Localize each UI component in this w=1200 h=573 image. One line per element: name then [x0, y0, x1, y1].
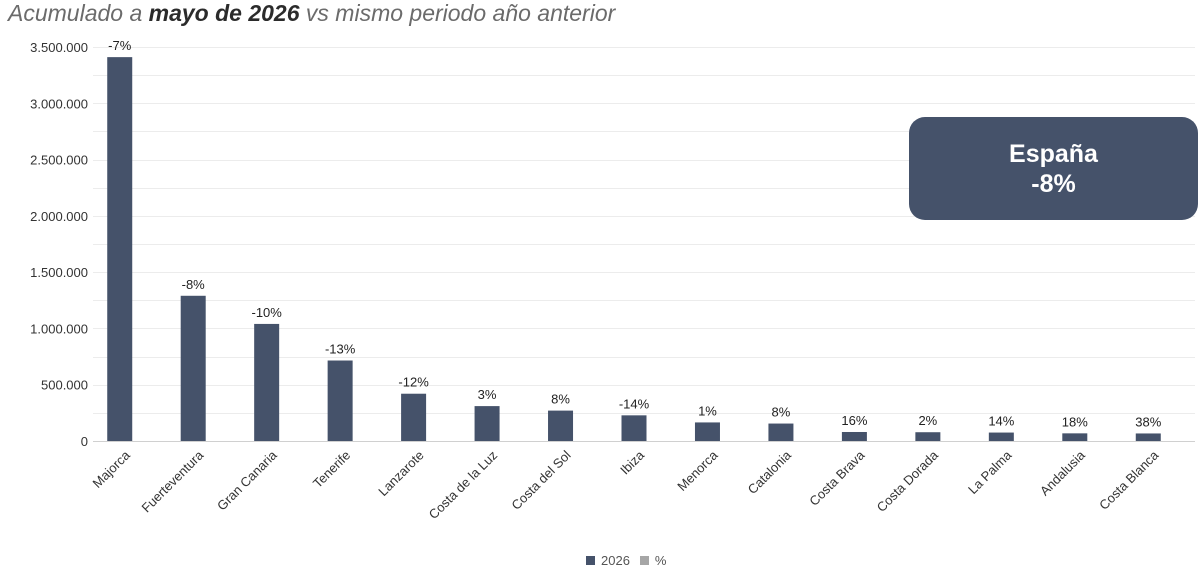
bar-6: [548, 410, 574, 441]
category-label: Costa de la Luz: [426, 448, 500, 522]
category-label: Costa del Sol: [508, 447, 573, 512]
category-label: Majorca: [90, 447, 134, 491]
bar-9: [768, 423, 794, 441]
callout-value: -8%: [1031, 170, 1076, 198]
bar-0: [107, 57, 133, 441]
data-label: 8%: [551, 392, 570, 407]
category-label: Andalusia: [1037, 447, 1089, 499]
y-tick-label: 1.000.000: [30, 321, 88, 336]
category-label: Costa Blanca: [1096, 447, 1162, 513]
bar-13: [1062, 433, 1088, 441]
data-label: -12%: [398, 375, 429, 390]
data-label: -7%: [108, 38, 132, 53]
y-tick-label: 500.000: [41, 378, 88, 393]
legend-label-pct: %: [654, 553, 667, 568]
callout-country: España: [1009, 140, 1098, 168]
title-prefix: Acumulado a: [8, 0, 149, 26]
chart-title: Acumulado a mayo de 2026 vs mismo period…: [8, 0, 615, 27]
category-label: Tenerife: [310, 448, 353, 491]
data-label: 14%: [988, 414, 1014, 429]
bar-1: [180, 295, 206, 441]
bar-12: [988, 432, 1014, 441]
category-label: Lanzarote: [375, 448, 426, 499]
y-tick-label: 1.500.000: [30, 265, 88, 280]
bar-7: [621, 415, 647, 441]
legend-swatch-2026: [586, 556, 595, 565]
data-label: -10%: [251, 305, 282, 320]
bar-4: [401, 393, 427, 441]
bar-5: [474, 406, 500, 441]
category-label: Fuerteventura: [138, 447, 206, 515]
category-label: Ibiza: [617, 447, 648, 478]
data-label: -13%: [325, 342, 356, 357]
category-label: Costa Brava: [806, 447, 868, 509]
bar-2: [254, 323, 280, 441]
legend-swatch-pct: [639, 556, 649, 565]
bar-3: [327, 360, 353, 441]
y-tick-label: 0: [81, 434, 88, 449]
y-tick-label: 3.000.000: [30, 96, 88, 111]
y-tick-label: 2.000.000: [30, 209, 88, 224]
data-label: 3%: [478, 387, 497, 402]
bar-10: [841, 431, 867, 441]
category-label: Gran Canaria: [214, 447, 280, 513]
title-suffix: vs mismo periodo año anterior: [299, 0, 616, 26]
category-label: Catalonia: [745, 447, 795, 497]
data-label: 1%: [698, 403, 717, 418]
data-label: -14%: [619, 396, 650, 411]
category-label: La Palma: [965, 447, 1015, 497]
data-label: -8%: [182, 277, 206, 292]
y-tick-label: 2.500.000: [30, 153, 88, 168]
data-label: 8%: [772, 405, 791, 420]
bar-11: [915, 432, 941, 441]
bar-8: [694, 422, 720, 441]
data-label: 16%: [841, 413, 867, 428]
spain-summary-callout: España -8%: [909, 117, 1198, 220]
chart-legend: 2026 %: [586, 553, 666, 568]
bar-14: [1135, 433, 1161, 441]
category-label: Costa Dorada: [874, 447, 942, 515]
legend-label-2026: 2026: [601, 553, 630, 568]
category-label: Menorca: [674, 447, 721, 494]
data-label: 18%: [1062, 414, 1088, 429]
data-label: 2%: [918, 413, 937, 428]
y-tick-label: 3.500.000: [30, 40, 88, 55]
data-label: 38%: [1135, 414, 1161, 429]
title-period: mayo de 2026: [148, 0, 300, 26]
